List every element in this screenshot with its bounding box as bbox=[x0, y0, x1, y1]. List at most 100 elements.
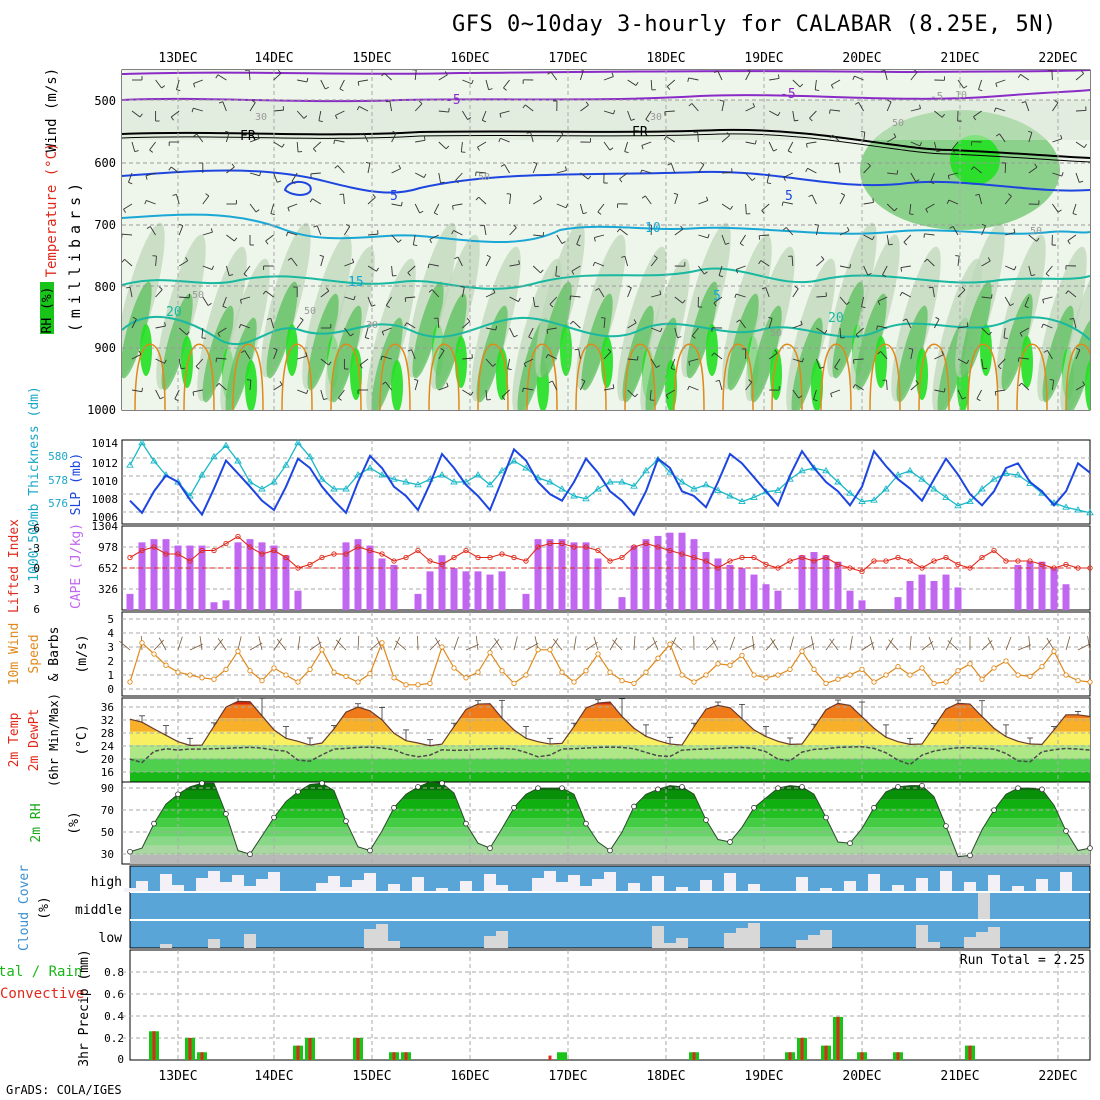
rh-marker bbox=[151, 820, 157, 827]
wind-marker bbox=[283, 672, 289, 678]
wind-barb bbox=[999, 133, 1006, 143]
wind-barb bbox=[556, 234, 563, 244]
surface-wind-barb bbox=[273, 638, 283, 651]
wind-barb-flag bbox=[876, 325, 878, 330]
wind-barb bbox=[698, 234, 709, 239]
surface-wind-barb bbox=[489, 639, 500, 651]
li-marker bbox=[571, 544, 577, 550]
wind-barb-flag bbox=[627, 285, 632, 289]
isotherm-25-loop bbox=[1016, 343, 1048, 410]
wind-barb bbox=[957, 256, 960, 267]
cape-bar bbox=[222, 600, 230, 610]
wind-barb-flag bbox=[1019, 332, 1023, 337]
wind-barb-flag bbox=[1083, 144, 1087, 148]
li-marker bbox=[1075, 565, 1081, 571]
wind-barb-flag bbox=[720, 99, 725, 102]
wind-barb bbox=[666, 79, 676, 87]
rh-shade-blob bbox=[1085, 360, 1090, 410]
cape-bar bbox=[162, 539, 170, 610]
thickness-marker bbox=[282, 461, 290, 468]
wind-barb bbox=[201, 327, 204, 339]
temp-line bbox=[129, 700, 1091, 747]
wind-barb-flag bbox=[633, 319, 637, 324]
slp-thickness-panel: 580 578 576 1014 1012 1010 1008 1006 100… bbox=[27, 386, 1094, 582]
wind-barb-flag bbox=[787, 150, 792, 154]
wind-barb-flag bbox=[582, 212, 587, 215]
precip-label-b: Convective bbox=[0, 986, 84, 1002]
wind-barb bbox=[627, 110, 632, 121]
wind-barb bbox=[155, 358, 165, 364]
wind-barb bbox=[603, 387, 614, 391]
contour-label: 50 bbox=[478, 172, 490, 183]
wind-barb-flag bbox=[754, 140, 757, 145]
wind-marker bbox=[607, 669, 613, 675]
wind-marker bbox=[931, 680, 937, 687]
cloud-high-gap bbox=[844, 881, 856, 892]
wind-barb-flag bbox=[141, 387, 143, 392]
wind-barb-flag bbox=[687, 77, 690, 82]
wind-barb bbox=[839, 194, 846, 205]
rh-shade-blob bbox=[832, 281, 864, 379]
li-marker bbox=[607, 558, 613, 564]
wind-marker bbox=[1075, 677, 1081, 684]
wind-barb bbox=[339, 79, 345, 90]
precip-convective-bar bbox=[824, 1045, 828, 1060]
cloud-high-gap bbox=[460, 881, 472, 892]
wind-barb-flag bbox=[806, 143, 808, 148]
wind-marker bbox=[595, 651, 601, 657]
wind-barb-flag bbox=[1017, 74, 1021, 78]
thickness-marker bbox=[450, 478, 458, 485]
cape-bar bbox=[942, 574, 950, 610]
wind-barb bbox=[273, 349, 278, 360]
wind-barb bbox=[528, 327, 534, 338]
wind-barb-flag bbox=[186, 331, 190, 335]
wind-barb-flag bbox=[1018, 382, 1022, 387]
surface-wind-barb bbox=[947, 640, 959, 651]
rh-shade-blob bbox=[855, 293, 887, 391]
wind-barb bbox=[1028, 234, 1037, 242]
li-marker bbox=[295, 565, 301, 571]
wind-barb bbox=[297, 355, 307, 360]
contour-label: 15 bbox=[348, 275, 364, 290]
cape-bar bbox=[750, 574, 758, 610]
surface-wind-barb bbox=[573, 636, 577, 651]
wind-barb bbox=[297, 389, 307, 395]
wind-barb bbox=[523, 387, 534, 391]
wind-barb bbox=[1075, 349, 1081, 360]
wind-barb bbox=[273, 172, 278, 183]
wind-barb-flag bbox=[734, 293, 737, 299]
wind-barb bbox=[296, 319, 304, 329]
cloud-high-gap bbox=[544, 871, 556, 892]
wind-barb bbox=[792, 389, 800, 399]
wind-barb bbox=[509, 296, 519, 302]
wind-barb bbox=[428, 263, 439, 267]
li-marker bbox=[487, 554, 493, 561]
li-axis-label: Lifted Index bbox=[7, 519, 22, 613]
cape-bar bbox=[342, 542, 350, 610]
wind-marker bbox=[751, 672, 757, 678]
wind-barb bbox=[532, 198, 543, 205]
wind-barb bbox=[806, 141, 817, 145]
isotherm-5 bbox=[122, 169, 1090, 194]
isotherm-25-loop bbox=[232, 343, 264, 410]
wind-barb-flag bbox=[830, 84, 834, 89]
thickness-marker bbox=[906, 466, 914, 474]
wind-marker bbox=[583, 668, 589, 674]
wind-barb bbox=[485, 292, 496, 298]
li-marker bbox=[247, 544, 253, 550]
li-marker bbox=[199, 547, 205, 554]
wind-barb-flag bbox=[713, 302, 717, 307]
wind-barb-flag bbox=[217, 333, 221, 337]
wind-barb-flag bbox=[574, 348, 579, 351]
cloud-high-gap bbox=[532, 878, 544, 892]
rh-marker bbox=[247, 851, 253, 858]
thickness-tick: 576 bbox=[48, 497, 68, 510]
wind-barb-flag bbox=[813, 399, 818, 402]
wind-barb bbox=[382, 327, 392, 333]
wind-barb-flag bbox=[607, 348, 612, 353]
rh-marker bbox=[775, 785, 781, 791]
wind-barb-flag bbox=[255, 209, 260, 213]
wind-barb bbox=[624, 256, 629, 267]
wind-barb-flag bbox=[503, 87, 507, 91]
wind-barb bbox=[651, 327, 661, 333]
